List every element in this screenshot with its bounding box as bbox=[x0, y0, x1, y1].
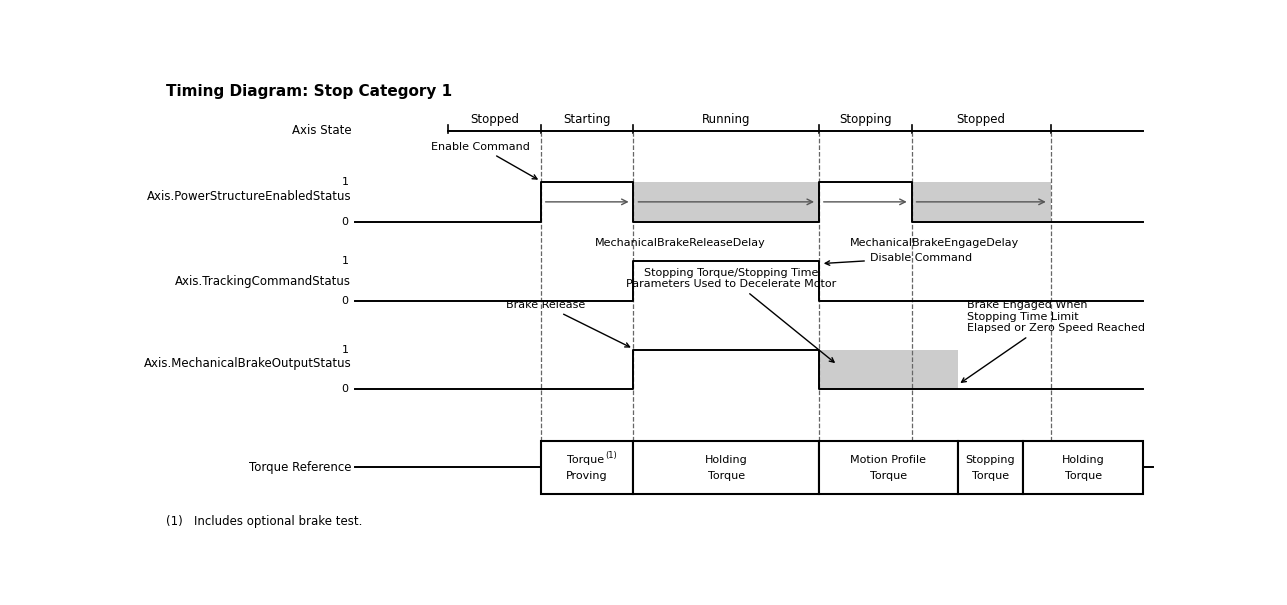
Text: Disable Command: Disable Command bbox=[825, 252, 972, 265]
Bar bbox=[541, 440, 633, 494]
Text: (1): (1) bbox=[605, 451, 616, 460]
Text: Starting: Starting bbox=[564, 113, 611, 126]
Text: 0: 0 bbox=[341, 384, 349, 394]
Text: (1)   Includes optional brake test.: (1) Includes optional brake test. bbox=[166, 515, 362, 528]
Text: Timing Diagram: Stop Category 1: Timing Diagram: Stop Category 1 bbox=[166, 84, 452, 99]
Text: Stopping Torque/Stopping Time
Parameters Used to Decelerate Motor: Stopping Torque/Stopping Time Parameters… bbox=[625, 267, 837, 362]
Text: MechanicalBrakeReleaseDelay: MechanicalBrakeReleaseDelay bbox=[595, 238, 766, 247]
Text: 0: 0 bbox=[341, 296, 349, 306]
Text: Brake Release: Brake Release bbox=[506, 300, 629, 347]
Text: 1: 1 bbox=[341, 257, 349, 266]
Bar bbox=[633, 440, 819, 494]
Bar bbox=[633, 182, 819, 221]
Bar bbox=[958, 440, 1023, 494]
Text: Motion Profile: Motion Profile bbox=[851, 456, 927, 465]
Text: Running: Running bbox=[701, 113, 750, 126]
Text: Axis State: Axis State bbox=[292, 125, 351, 137]
Text: Torque: Torque bbox=[566, 456, 607, 465]
Text: 1: 1 bbox=[341, 177, 349, 187]
Text: Holding: Holding bbox=[1062, 456, 1104, 465]
Text: Holding: Holding bbox=[705, 456, 748, 465]
Text: MechanicalBrakeEngageDelay: MechanicalBrakeEngageDelay bbox=[851, 238, 1019, 247]
Bar bbox=[911, 182, 1050, 221]
Text: Axis.PowerStructureEnabledStatus: Axis.PowerStructureEnabledStatus bbox=[147, 190, 351, 203]
Text: 0: 0 bbox=[341, 217, 349, 227]
Text: Stopped: Stopped bbox=[470, 113, 519, 126]
Text: Stopped: Stopped bbox=[956, 113, 1005, 126]
Bar bbox=[819, 350, 958, 390]
Text: Axis.MechanicalBrakeOutputStatus: Axis.MechanicalBrakeOutputStatus bbox=[144, 358, 351, 370]
Text: Torque: Torque bbox=[972, 471, 1009, 481]
Text: Brake Engaged When
Stopping Time Limit
Elapsed or Zero Speed Reached: Brake Engaged When Stopping Time Limit E… bbox=[961, 300, 1145, 382]
Bar bbox=[1023, 440, 1143, 494]
Text: Stopping: Stopping bbox=[839, 113, 892, 126]
Text: Enable Command: Enable Command bbox=[431, 142, 537, 179]
Text: Torque: Torque bbox=[1064, 471, 1102, 481]
Text: Torque: Torque bbox=[708, 471, 745, 481]
Bar bbox=[819, 440, 958, 494]
Text: Torque: Torque bbox=[870, 471, 907, 481]
Text: Torque Reference: Torque Reference bbox=[248, 461, 351, 474]
Text: Axis.TrackingCommandStatus: Axis.TrackingCommandStatus bbox=[175, 275, 351, 287]
Text: 1: 1 bbox=[341, 345, 349, 355]
Text: Proving: Proving bbox=[566, 471, 607, 481]
Text: Stopping: Stopping bbox=[965, 456, 1015, 465]
